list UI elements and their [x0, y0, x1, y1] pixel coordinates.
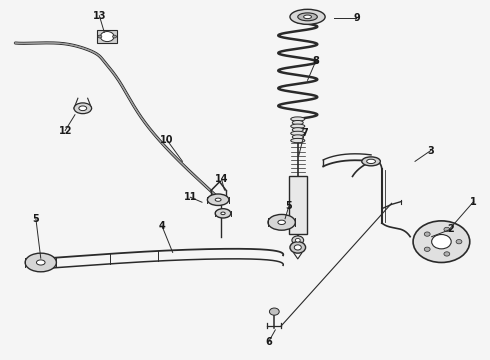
- Circle shape: [294, 245, 301, 250]
- Circle shape: [444, 227, 450, 231]
- Circle shape: [295, 238, 300, 242]
- Circle shape: [270, 308, 279, 315]
- Text: 3: 3: [427, 145, 434, 156]
- Text: 12: 12: [58, 126, 72, 135]
- Ellipse shape: [290, 9, 325, 24]
- Ellipse shape: [362, 157, 380, 166]
- Circle shape: [113, 35, 117, 38]
- Ellipse shape: [268, 215, 295, 230]
- Ellipse shape: [221, 212, 225, 215]
- Bar: [98, 30, 117, 43]
- Circle shape: [292, 236, 304, 244]
- Text: 7: 7: [301, 128, 308, 138]
- Ellipse shape: [293, 121, 303, 125]
- Circle shape: [424, 247, 430, 251]
- Text: 14: 14: [215, 174, 228, 184]
- Circle shape: [98, 35, 102, 38]
- Ellipse shape: [291, 138, 305, 143]
- Circle shape: [413, 221, 470, 262]
- Text: 9: 9: [353, 13, 360, 23]
- Bar: [289, 176, 307, 234]
- Ellipse shape: [291, 124, 305, 129]
- Text: 1: 1: [470, 197, 477, 207]
- Ellipse shape: [25, 253, 56, 272]
- Ellipse shape: [304, 15, 312, 19]
- Ellipse shape: [79, 106, 87, 111]
- Circle shape: [424, 232, 430, 236]
- Circle shape: [432, 234, 451, 249]
- Circle shape: [100, 32, 114, 41]
- Ellipse shape: [207, 194, 229, 206]
- Ellipse shape: [278, 220, 285, 225]
- Ellipse shape: [293, 128, 303, 132]
- Ellipse shape: [291, 117, 305, 121]
- Ellipse shape: [215, 209, 231, 218]
- Text: 2: 2: [447, 225, 454, 234]
- Ellipse shape: [298, 13, 318, 21]
- Text: 8: 8: [313, 56, 319, 66]
- Ellipse shape: [291, 131, 305, 135]
- Circle shape: [290, 242, 306, 253]
- Text: 10: 10: [160, 135, 173, 145]
- Text: 5: 5: [32, 214, 39, 224]
- Ellipse shape: [293, 135, 303, 139]
- Circle shape: [456, 239, 462, 244]
- Text: 4: 4: [159, 221, 165, 231]
- Ellipse shape: [36, 260, 45, 265]
- Text: 11: 11: [184, 192, 197, 202]
- Text: 13: 13: [93, 11, 106, 21]
- Text: 5: 5: [286, 201, 293, 211]
- Ellipse shape: [74, 103, 92, 114]
- Text: 6: 6: [265, 337, 272, 347]
- Ellipse shape: [215, 198, 221, 201]
- Circle shape: [444, 252, 450, 256]
- Ellipse shape: [367, 159, 375, 163]
